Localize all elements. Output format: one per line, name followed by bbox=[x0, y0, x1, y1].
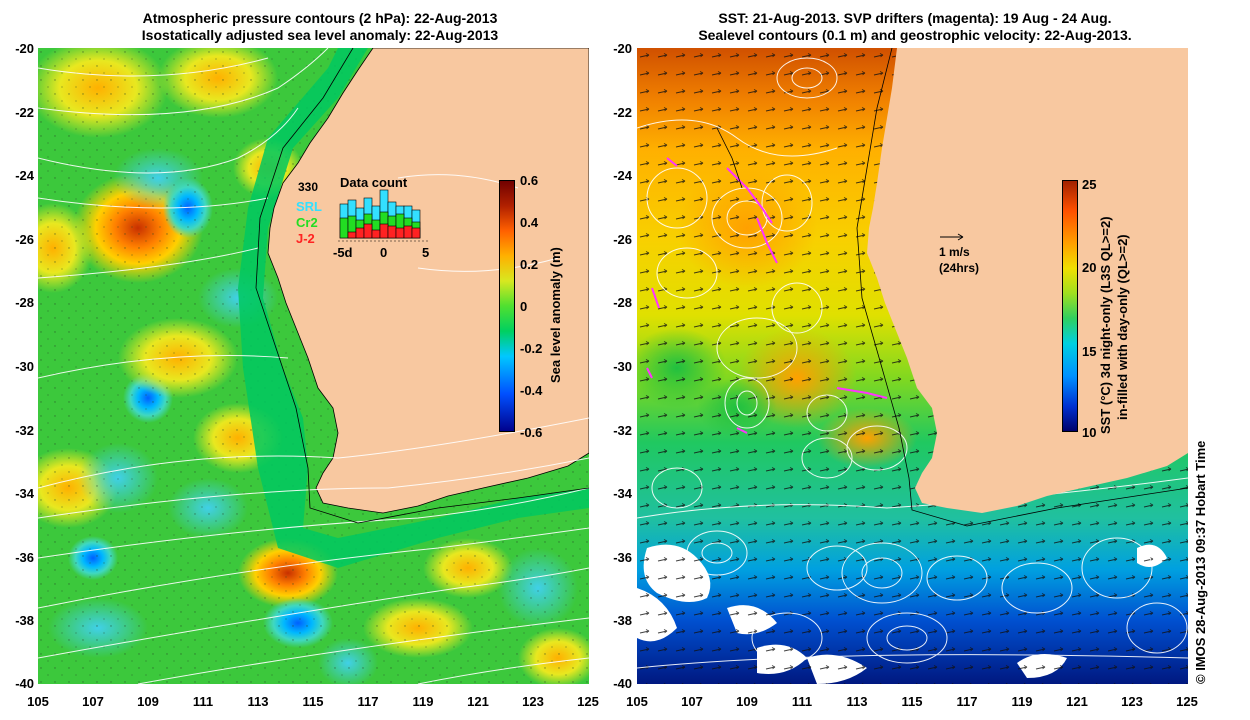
sst-colorbar bbox=[1062, 180, 1078, 432]
cb-tick: 15 bbox=[1082, 344, 1097, 359]
left-ytick: -34 bbox=[15, 486, 34, 501]
right-ytick: -32 bbox=[613, 423, 632, 438]
right-xtick: 125 bbox=[1176, 694, 1198, 709]
inset-legend-j2: J-2 bbox=[296, 231, 315, 246]
inset-xtick: 0 bbox=[380, 245, 388, 260]
left-xtick: 109 bbox=[137, 694, 159, 709]
right-xtick: 107 bbox=[681, 694, 703, 709]
left-title: Atmospheric pressure contours (2 hPa): 2… bbox=[60, 10, 580, 44]
left-xtick: 117 bbox=[357, 694, 379, 709]
left-ytick: -40 bbox=[15, 676, 34, 691]
right-ytick: -34 bbox=[613, 486, 632, 501]
left-xtick: 123 bbox=[522, 694, 544, 709]
shelf-green-band bbox=[238, 48, 589, 568]
sst-colorbar-label: SST (°C) 3d night-only (L3S QL>=2) bbox=[1098, 216, 1113, 434]
sea-level-colorbar-label: Sea level anomaly (m) bbox=[548, 247, 563, 383]
velocity-scale-arrow bbox=[940, 233, 964, 241]
inset-data-count-bars bbox=[338, 189, 428, 242]
right-ytick: -22 bbox=[613, 105, 632, 120]
left-ytick: -36 bbox=[15, 550, 34, 565]
left-xtick: 107 bbox=[82, 694, 104, 709]
inset-legend-cr2: Cr2 bbox=[296, 215, 318, 230]
right-xtick: 105 bbox=[626, 694, 648, 709]
shelf-isobath bbox=[716, 48, 1188, 527]
velocity-scale-label: 1 m/s bbox=[939, 245, 970, 259]
inset-title: Data count bbox=[340, 175, 408, 190]
left-ytick: -20 bbox=[15, 41, 34, 56]
shelf-isobath bbox=[255, 48, 589, 524]
right-ytick: -28 bbox=[613, 295, 632, 310]
left-xtick: 125 bbox=[577, 694, 599, 709]
sst-map bbox=[637, 48, 1188, 684]
right-xtick: 115 bbox=[901, 694, 923, 709]
right-title: SST: 21-Aug-2013. SVP drifters (magenta)… bbox=[620, 10, 1210, 44]
sea-level-anomaly-map bbox=[38, 48, 589, 684]
left-xtick: 119 bbox=[412, 694, 434, 709]
left-title-line1: Atmospheric pressure contours (2 hPa): 2… bbox=[142, 10, 498, 26]
cb-tick: -0.6 bbox=[520, 425, 543, 440]
left-xtick: 121 bbox=[467, 694, 489, 709]
right-xtick: 109 bbox=[736, 694, 758, 709]
right-title-line1: SST: 21-Aug-2013. SVP drifters (magenta)… bbox=[718, 10, 1112, 26]
right-ytick: -30 bbox=[613, 359, 632, 374]
right-ytick: -24 bbox=[613, 168, 632, 183]
right-xtick: 111 bbox=[791, 694, 813, 709]
inset-count: 330 bbox=[298, 180, 319, 194]
australia-landmass bbox=[867, 48, 1188, 513]
left-ytick: -30 bbox=[15, 359, 34, 374]
left-xtick: 113 bbox=[247, 694, 269, 709]
inset-legend-srl: SRL bbox=[296, 199, 322, 214]
left-ytick: -28 bbox=[15, 295, 34, 310]
svp-drifter-tracks bbox=[646, 157, 888, 434]
cb-tick: -0.4 bbox=[520, 383, 543, 398]
right-xtick: 123 bbox=[1121, 694, 1143, 709]
right-ytick: -26 bbox=[613, 232, 632, 247]
right-xtick: 117 bbox=[956, 694, 978, 709]
left-ytick: -38 bbox=[15, 613, 34, 628]
left-ytick: -32 bbox=[15, 423, 34, 438]
left-ytick: -22 bbox=[15, 105, 34, 120]
left-ytick: -24 bbox=[15, 168, 34, 183]
inset-xtick: -5d bbox=[333, 245, 353, 260]
cb-tick: 0.4 bbox=[520, 215, 539, 230]
cb-tick: 10 bbox=[1082, 425, 1097, 440]
inset-xtick: 5 bbox=[422, 245, 430, 260]
cb-tick: 20 bbox=[1082, 260, 1097, 275]
velocity-scale-sublabel: (24hrs) bbox=[939, 261, 980, 275]
left-xtick: 115 bbox=[302, 694, 324, 709]
cb-tick: 25 bbox=[1082, 177, 1097, 192]
pressure-contours bbox=[38, 48, 589, 684]
left-ytick: -26 bbox=[15, 232, 34, 247]
sst-colorbar-sublabel: in-filled with day-only (QL>=2) bbox=[1115, 234, 1130, 420]
right-ytick: -38 bbox=[613, 613, 632, 628]
right-xtick: 119 bbox=[1011, 694, 1033, 709]
cb-tick: 0.6 bbox=[520, 173, 539, 188]
right-ytick: -20 bbox=[613, 41, 632, 56]
sea-level-contours bbox=[637, 57, 1188, 669]
imos-credit: © IMOS 28-Aug-2013 09:37 Hobart Time bbox=[1193, 440, 1208, 684]
cb-tick: 0.2 bbox=[520, 257, 539, 272]
left-xtick: 105 bbox=[27, 694, 49, 709]
sea-level-colorbar bbox=[499, 180, 515, 432]
right-xtick: 121 bbox=[1066, 694, 1088, 709]
right-title-line2: Sealevel contours (0.1 m) and geostrophi… bbox=[698, 27, 1132, 43]
right-ytick: -40 bbox=[613, 676, 632, 691]
cb-tick: -0.2 bbox=[520, 341, 543, 356]
right-xtick: 113 bbox=[846, 694, 868, 709]
left-title-line2: Isostatically adjusted sea level anomaly… bbox=[141, 27, 499, 43]
right-ytick: -36 bbox=[613, 550, 632, 565]
left-xtick: 111 bbox=[192, 694, 214, 709]
cb-tick: 0 bbox=[520, 299, 528, 314]
